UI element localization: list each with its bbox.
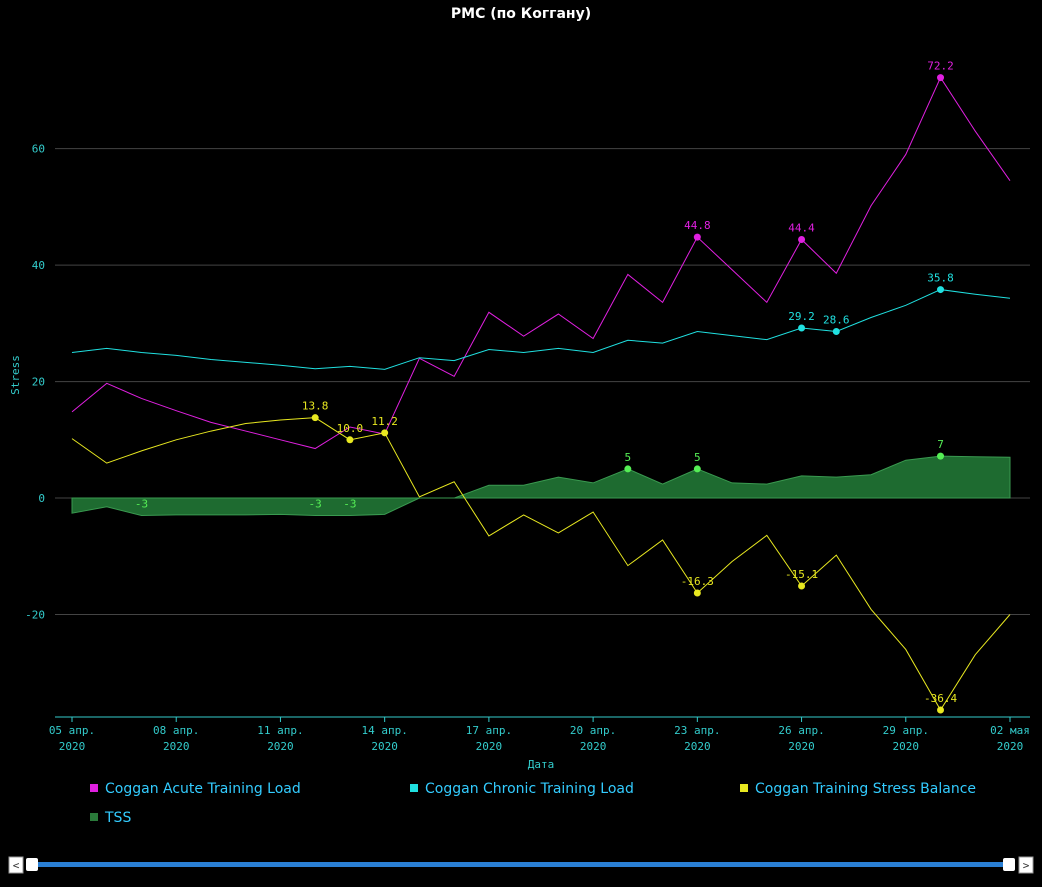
data-label: 35.8 [927,272,954,285]
data-point [311,414,319,422]
chart-title: PMC (по Коггану) [451,6,591,22]
scroll-left-label[interactable]: < [13,859,20,872]
data-label: -3 [135,498,148,511]
data-label: 11.2 [371,415,398,428]
data-label: 5 [694,451,701,464]
x-tick-label: 08 апр. 2020 [153,724,199,753]
x-tick-label: 20 апр. 2020 [570,724,616,753]
scroll-handle[interactable] [26,858,38,871]
y-axis-label: Stress [9,355,22,395]
x-tick-label: 17 апр. 2020 [466,724,512,753]
data-point [798,324,806,332]
data-label: 13.8 [302,400,329,413]
y-tick-label: 0 [38,492,45,505]
data-point [624,465,632,473]
series-area [71,455,1011,517]
data-point [937,74,945,82]
x-tick-label: 23 апр. 2020 [674,724,720,753]
legend-swatch [740,784,748,792]
legend-label[interactable]: Coggan Chronic Training Load [425,781,634,797]
scroll-right-button[interactable] [1018,856,1034,874]
data-point [693,465,701,473]
data-point [832,327,840,335]
data-point [693,589,701,597]
legend-swatch [90,813,98,821]
x-axis-label: Дата [528,758,555,771]
data-point [798,235,806,243]
data-label: -15.1 [785,568,818,581]
data-point [693,233,701,241]
data-label: 10.0 [337,422,364,435]
series-line [71,289,1011,370]
x-tick-label: 26 апр. 2020 [778,724,824,753]
data-label: -36.4 [924,692,957,705]
x-tick-label: 29 апр. 2020 [883,724,929,753]
data-point [937,286,945,294]
data-label: -16.3 [681,575,714,588]
data-point [381,429,389,437]
y-tick-label: 60 [32,143,45,156]
data-label: 29.2 [788,310,815,323]
data-point [798,582,806,590]
data-label: 44.8 [684,219,711,232]
scroll-right-label[interactable]: > [1023,859,1030,872]
data-label: -3 [309,498,322,511]
x-tick-label: 05 апр. 2020 [49,724,95,753]
scroll-handle[interactable] [1003,858,1015,871]
data-label: 28.6 [823,313,850,326]
data-label: 44.4 [788,221,815,234]
x-tick-label: 02 мая 2020 [990,724,1030,753]
data-label: 5 [625,451,632,464]
series-line [71,417,1011,711]
legend-label[interactable]: Coggan Acute Training Load [105,781,301,797]
data-label: 72.2 [927,60,954,73]
x-tick-label: 14 апр. 2020 [361,724,407,753]
scroll-track[interactable] [30,862,1010,867]
data-point [346,436,354,444]
legend-label[interactable]: Coggan Training Stress Balance [755,781,976,797]
data-point [937,452,945,460]
x-tick-label: 11 апр. 2020 [257,724,303,753]
scroll-left-button[interactable] [8,856,24,874]
y-tick-label: 40 [32,259,45,272]
legend-swatch [410,784,418,792]
y-tick-label: -20 [25,609,45,622]
data-label: -3 [343,498,356,511]
series-line [71,76,1011,450]
data-point [937,706,945,714]
data-label: 7 [937,438,944,451]
y-tick-label: 20 [32,376,45,389]
legend-label[interactable]: TSS [104,810,131,826]
legend-swatch [90,784,98,792]
